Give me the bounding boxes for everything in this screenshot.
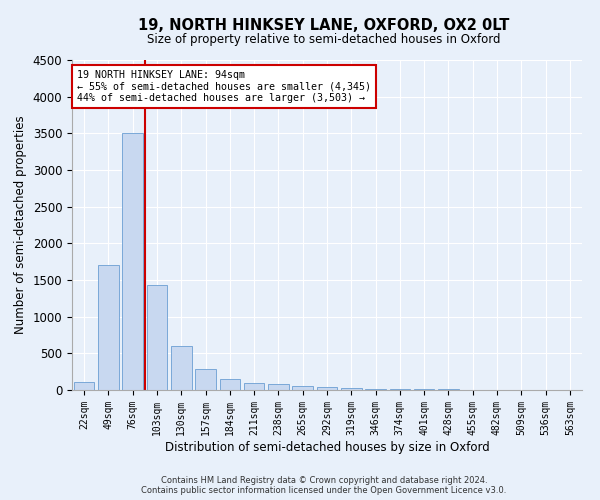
Bar (74, 382, 94, 390)
Y-axis label: Number of semi-detached properties: Number of semi-detached properties (14, 116, 27, 334)
Bar (317, 387, 337, 390)
Bar (220, 379, 240, 390)
Bar (292, 386, 313, 390)
Bar (146, 285, 167, 390)
Bar (98, 266, 119, 390)
Text: 19, NORTH HINKSEY LANE, OXFORD, OX2 0LT: 19, NORTH HINKSEY LANE, OXFORD, OX2 0LT (139, 18, 509, 32)
Text: 19 NORTH HINKSEY LANE: 94sqm
← 55% of semi-detached houses are smaller (4,345)
4: 19 NORTH HINKSEY LANE: 94sqm ← 55% of se… (77, 70, 371, 103)
Bar (341, 388, 362, 390)
Text: Contains HM Land Registry data © Crown copyright and database right 2024.
Contai: Contains HM Land Registry data © Crown c… (142, 476, 506, 495)
Bar (389, 389, 410, 390)
Bar (195, 370, 216, 390)
Bar (171, 346, 191, 390)
Bar (268, 384, 289, 390)
Text: Size of property relative to semi-detached houses in Oxford: Size of property relative to semi-detach… (147, 32, 501, 46)
X-axis label: Distribution of semi-detached houses by size in Oxford: Distribution of semi-detached houses by … (164, 440, 490, 454)
Bar (365, 388, 386, 390)
Bar (122, 134, 143, 390)
Bar (244, 382, 265, 390)
